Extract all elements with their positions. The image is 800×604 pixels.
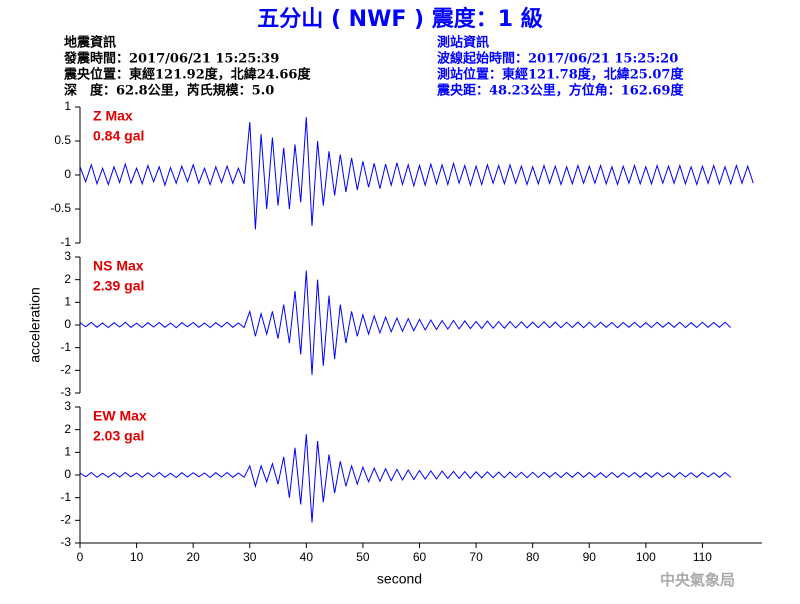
y-tick-label: 0 — [64, 317, 71, 331]
x-tick-label: 70 — [469, 550, 483, 564]
y-tick-label: 1 — [64, 295, 71, 309]
x-tick-label: 50 — [356, 550, 370, 564]
quake-info: 地震資訊 — [64, 35, 116, 51]
waveform — [79, 434, 732, 523]
y-tick-label: -0.5 — [50, 201, 71, 215]
x-tick-label: 20 — [186, 550, 200, 564]
y-tick-label: -3 — [60, 385, 71, 399]
quake-info: 深 度：62.8公里，芮氏規模：5.0 — [64, 83, 274, 99]
panel-label: EW Max — [93, 408, 147, 424]
station-info: 測站位置：東經121.78度，北緯25.07度 — [437, 67, 684, 83]
station-info: 震央距：48.23公里，方位角：162.69度 — [436, 83, 684, 99]
waveform — [79, 117, 754, 230]
panel-max: 0.84 gal — [93, 128, 144, 144]
footer: 中央氣象局 — [660, 571, 735, 589]
x-tick-label: 30 — [243, 550, 257, 564]
title: 五分山 ( NWF ) 震度：1 級 — [257, 6, 542, 32]
y-tick-label: -1 — [60, 235, 71, 249]
panel-label: Z Max — [93, 108, 133, 124]
y-tick-label: -1 — [60, 490, 71, 504]
y-axis-label: acceleration — [27, 287, 43, 363]
y-tick-label: 3 — [64, 399, 71, 413]
panel-max: 2.39 gal — [93, 278, 144, 294]
y-tick-label: 2 — [64, 422, 71, 436]
y-tick-label: -2 — [60, 513, 71, 527]
y-tick-label: -1 — [60, 340, 71, 354]
x-tick-label: 10 — [130, 550, 144, 564]
waveform — [79, 270, 732, 375]
y-tick-label: 0 — [64, 167, 71, 181]
y-tick-label: 2 — [64, 272, 71, 286]
x-tick-label: 40 — [300, 550, 314, 564]
quake-info: 發震時間：2017/06/21 15:25:39 — [63, 51, 279, 67]
x-tick-label: 90 — [583, 550, 597, 564]
station-info: 測站資訊 — [437, 35, 489, 51]
x-tick-label: 60 — [413, 550, 427, 564]
x-tick-label: 0 — [77, 550, 84, 564]
quake-info: 震央位置：東經121.92度，北緯24.66度 — [63, 67, 311, 83]
station-info: 波線起始時間：2017/06/21 15:25:20 — [437, 51, 678, 67]
x-tick-label: 110 — [693, 550, 712, 564]
y-tick-label: 0 — [64, 467, 71, 481]
y-tick-label: 1 — [64, 445, 71, 459]
panel-max: 2.03 gal — [93, 428, 144, 444]
y-tick-label: -2 — [60, 363, 71, 377]
y-tick-label: 3 — [64, 249, 71, 263]
y-tick-label: -3 — [60, 535, 71, 549]
x-tick-label: 80 — [526, 550, 540, 564]
x-axis-label: second — [377, 571, 422, 587]
y-tick-label: 0.5 — [54, 133, 71, 147]
y-tick-label: 1 — [64, 99, 71, 113]
panel-label: NS Max — [93, 258, 144, 274]
x-tick-label: 100 — [636, 550, 656, 564]
